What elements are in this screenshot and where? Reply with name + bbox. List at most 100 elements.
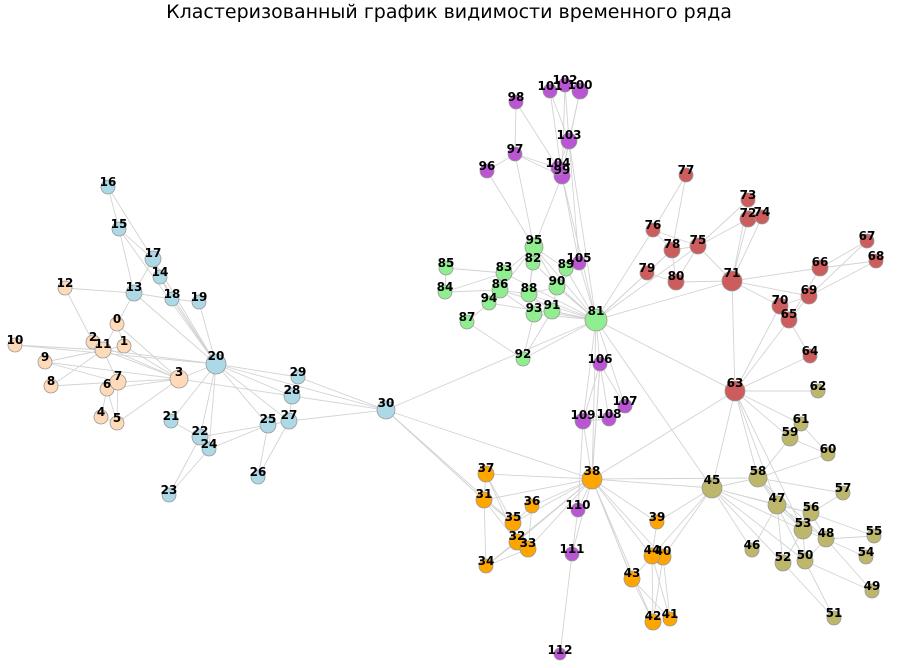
node-label: 75 <box>690 233 707 247</box>
graph-edge <box>533 175 563 248</box>
graph-node-95 <box>524 237 544 257</box>
graph-edge <box>215 363 290 422</box>
graph-node-7 <box>109 373 127 391</box>
graph-node-16 <box>100 179 116 195</box>
node-label: 89 <box>558 257 575 271</box>
node-label: 94 <box>481 291 498 305</box>
node-label: 70 <box>772 293 789 307</box>
graph-edge <box>522 319 597 360</box>
node-label: 40 <box>655 544 672 558</box>
graph-edge <box>662 487 713 558</box>
graph-node-83 <box>495 264 513 282</box>
graph-node-103 <box>560 132 578 150</box>
graph-node-86 <box>491 281 509 299</box>
graph-node-37 <box>477 465 495 483</box>
graph-edge <box>14 344 104 351</box>
graph-node-63 <box>724 380 746 402</box>
graph-node-102 <box>557 77 573 93</box>
node-label: 112 <box>547 643 572 657</box>
graph-node-42 <box>644 613 662 631</box>
graph-edge <box>44 361 180 380</box>
graph-node-94 <box>481 295 497 311</box>
graph-edge <box>549 90 570 142</box>
graph-node-19 <box>191 294 207 310</box>
node-label: 44 <box>644 543 661 557</box>
node-label: 61 <box>793 412 810 426</box>
graph-node-92 <box>515 351 531 367</box>
graph-edge <box>488 302 597 321</box>
graph-edge <box>808 240 868 297</box>
node-label: 107 <box>612 394 637 408</box>
graph-edge <box>168 448 210 496</box>
graph-edge <box>652 174 687 231</box>
graph-node-79 <box>639 265 655 281</box>
graph-edge <box>734 390 802 425</box>
graph-edge <box>445 267 505 274</box>
node-label: 105 <box>566 251 591 265</box>
node-label: 13 <box>126 280 143 294</box>
graph-edge <box>199 424 269 438</box>
node-label: 27 <box>281 408 298 422</box>
graph-node-84 <box>437 284 453 300</box>
node-label: 99 <box>554 163 571 177</box>
graph-edge <box>591 363 601 480</box>
graph-node-93 <box>525 305 543 323</box>
graph-node-91 <box>543 302 561 320</box>
graph-edge <box>168 436 201 496</box>
graph-edge <box>711 487 806 562</box>
node-label: 59 <box>782 425 799 439</box>
node-label: 20 <box>208 349 225 363</box>
node-label: 18 <box>164 287 181 301</box>
node-label: 106 <box>587 352 612 366</box>
graph-edge <box>651 487 713 557</box>
graph-node-107 <box>617 398 633 414</box>
graph-edge <box>734 355 811 392</box>
graph-node-88 <box>520 285 538 303</box>
node-label: 111 <box>559 542 584 556</box>
node-label: 11 <box>95 337 112 351</box>
graph-edge <box>208 424 269 450</box>
graph-node-28 <box>283 387 301 405</box>
graph-node-78 <box>663 241 681 259</box>
graph-node-112 <box>553 647 567 661</box>
node-label: 91 <box>544 298 561 312</box>
node-label: 2 <box>89 330 97 344</box>
graph-node-81 <box>584 308 608 332</box>
graph-edge <box>734 319 790 392</box>
graph-edge <box>595 319 626 407</box>
node-label: 10 <box>7 333 24 347</box>
node-label: 15 <box>111 217 128 231</box>
node-label: 68 <box>868 249 885 263</box>
graph-edge <box>444 289 501 293</box>
graph-edge <box>215 363 299 378</box>
node-label: 43 <box>624 566 641 580</box>
graph-edge <box>671 174 687 251</box>
graph-edge <box>591 477 759 480</box>
node-label: 86 <box>492 277 509 291</box>
graph-node-43 <box>623 570 641 588</box>
node-label: 5 <box>113 411 121 425</box>
node-label: 21 <box>163 409 180 423</box>
node-label: 58 <box>750 464 767 478</box>
graph-node-75 <box>689 237 707 255</box>
node-label: 102 <box>552 73 577 87</box>
graph-node-105 <box>571 255 587 271</box>
graph-edge <box>199 363 217 438</box>
chart-title: Кластеризованный график видимости времен… <box>166 1 732 23</box>
graph-node-26 <box>250 469 266 485</box>
graph-node-47 <box>767 495 787 515</box>
graph-edge <box>568 140 597 321</box>
node-label: 36 <box>524 494 541 508</box>
graph-node-8 <box>43 378 59 394</box>
node-label: 47 <box>769 491 786 505</box>
graph-node-0 <box>109 316 125 332</box>
graph-edge <box>804 560 873 592</box>
node-label: 109 <box>570 408 595 422</box>
graph-node-71 <box>721 270 743 292</box>
graph-edge <box>385 409 593 480</box>
node-label: 92 <box>515 347 532 361</box>
node-label: 7 <box>114 369 122 383</box>
node-label: 101 <box>537 79 562 93</box>
node-label: 54 <box>858 545 875 559</box>
graph-node-108 <box>601 411 617 427</box>
